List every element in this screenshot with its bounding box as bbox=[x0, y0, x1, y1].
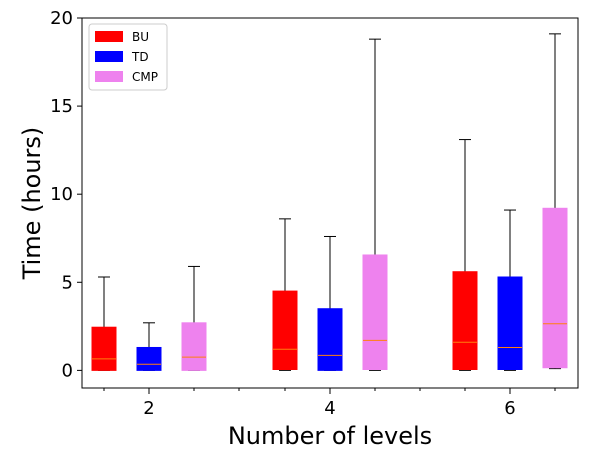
box-body bbox=[452, 271, 478, 371]
y-tick-label: 5 bbox=[62, 272, 73, 293]
legend-label: TD bbox=[131, 50, 149, 64]
box-body bbox=[317, 308, 343, 371]
box-bu-4 bbox=[272, 218, 298, 371]
x-tick-label: 6 bbox=[504, 398, 515, 419]
x-axis-label: Number of levels bbox=[228, 422, 432, 450]
legend-item-cmp: CMP bbox=[95, 70, 158, 84]
box-cmp-2 bbox=[181, 265, 207, 371]
box-body bbox=[181, 322, 207, 371]
legend-swatch bbox=[95, 31, 123, 42]
box-bu-2 bbox=[91, 276, 117, 371]
box-body bbox=[136, 346, 162, 371]
legend: BU TD CMP bbox=[88, 23, 168, 91]
y-tick-label: 0 bbox=[62, 360, 73, 381]
y-tick-label: 15 bbox=[50, 96, 73, 117]
legend-item-td: TD bbox=[95, 50, 149, 64]
box-body bbox=[91, 326, 117, 371]
legend-swatch bbox=[95, 51, 123, 62]
x-tick-label: 4 bbox=[324, 398, 335, 419]
x-tick-label: 2 bbox=[143, 398, 154, 419]
legend-item-bu: BU bbox=[95, 30, 149, 44]
box-td-2 bbox=[136, 322, 162, 371]
box-td-6 bbox=[497, 209, 523, 371]
box-cmp-6 bbox=[542, 33, 568, 370]
legend-swatch bbox=[95, 71, 123, 82]
y-axis-label: Time (hours) bbox=[18, 127, 46, 281]
box-body bbox=[542, 207, 568, 369]
y-tick-label: 10 bbox=[50, 184, 73, 205]
axes: 0 5 10 15 20 2 4 6 bbox=[50, 8, 579, 419]
plot-content bbox=[91, 33, 568, 371]
y-tick-label: 20 bbox=[50, 8, 73, 29]
box-body bbox=[362, 254, 388, 371]
legend-label: CMP bbox=[132, 70, 158, 84]
legend-label: BU bbox=[132, 30, 149, 44]
box-body bbox=[497, 276, 523, 370]
box-td-4 bbox=[317, 235, 343, 371]
box-body bbox=[272, 290, 298, 371]
box-bu-6 bbox=[452, 139, 478, 371]
box-cmp-4 bbox=[362, 38, 388, 371]
